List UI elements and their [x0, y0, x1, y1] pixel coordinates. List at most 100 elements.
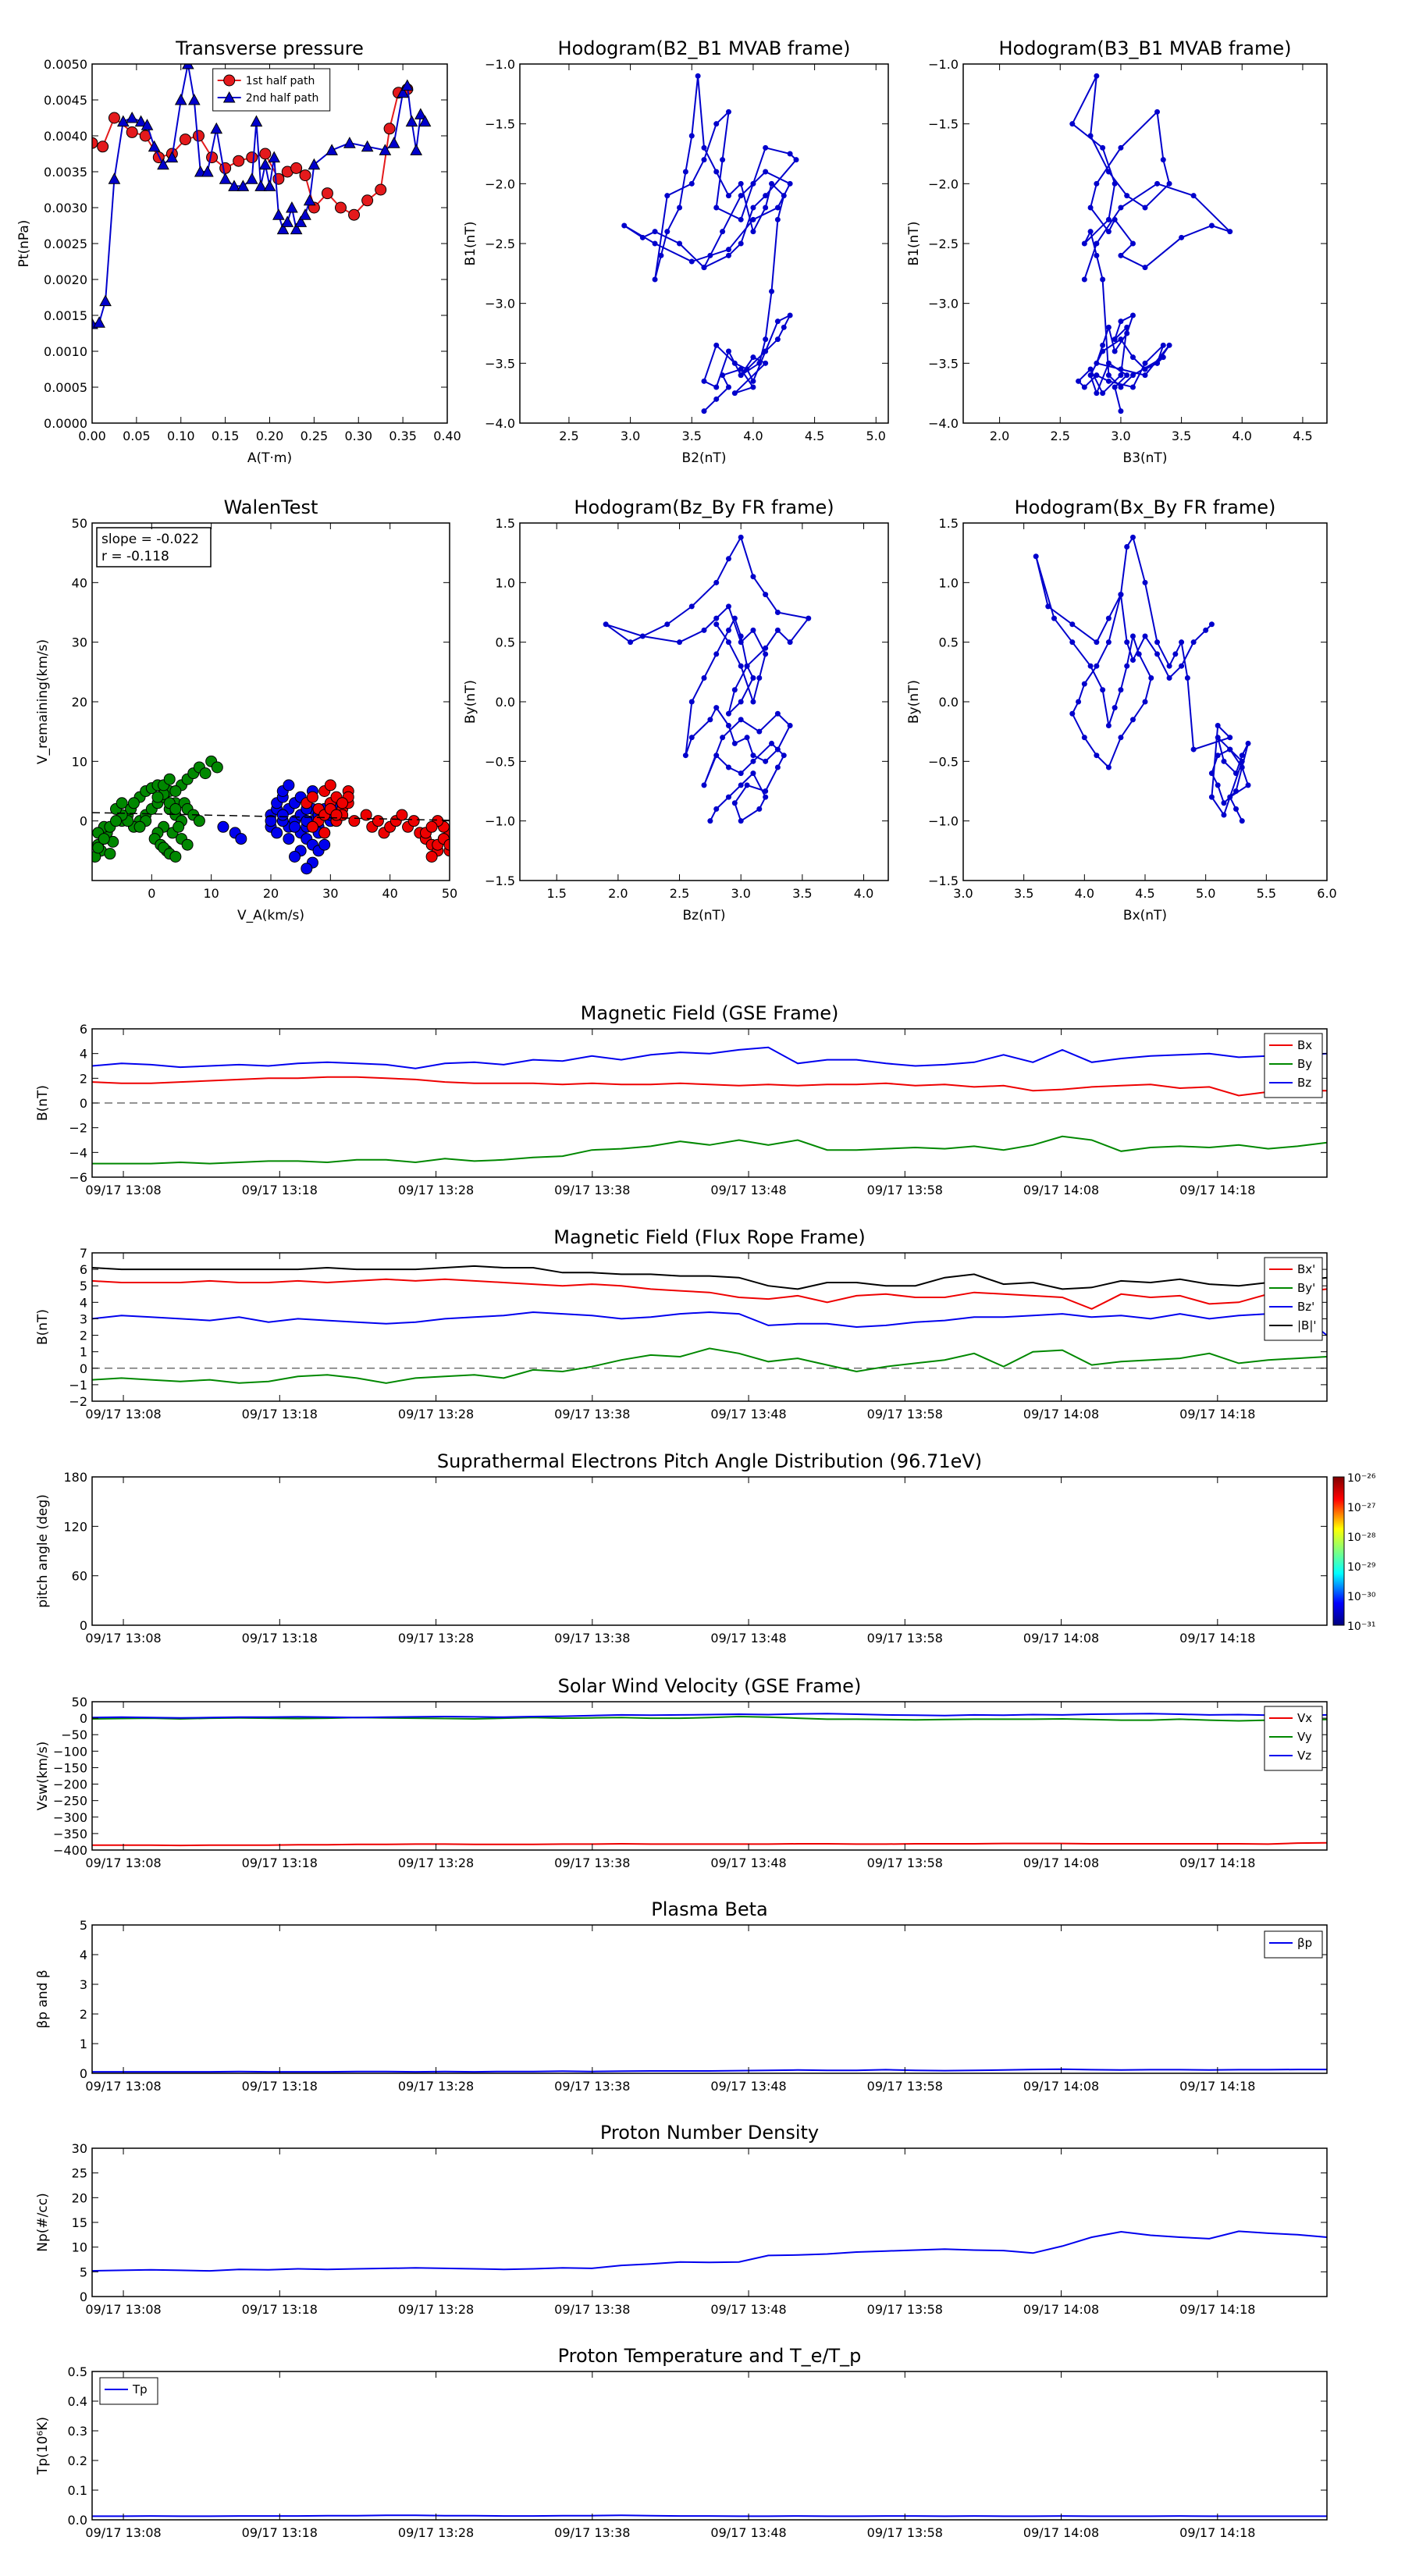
data-point [263, 180, 276, 191]
scatter-point [336, 797, 349, 809]
y-tick-label: 2 [80, 1329, 87, 1343]
plot-area [92, 2514, 1327, 2517]
y-tick-label: 20 [72, 695, 87, 710]
y-tick-label: 0.0 [496, 695, 515, 710]
y-axis-label: B(nT) [35, 1309, 51, 1345]
time-tick-label: 09/17 13:18 [242, 1407, 318, 1421]
x-tick-label: 0.10 [167, 429, 195, 443]
data-point [750, 205, 756, 211]
scatter-point [372, 815, 384, 827]
time-tick-label: 09/17 13:48 [710, 1407, 786, 1421]
time-tick-label: 09/17 14:08 [1023, 1183, 1099, 1197]
data-point [756, 806, 763, 812]
time-tick-label: 09/17 13:58 [867, 1631, 943, 1646]
data-point [1118, 408, 1124, 415]
data-point [1118, 384, 1124, 390]
data-point [725, 252, 731, 258]
data-point [1105, 169, 1112, 175]
data-point [174, 93, 187, 105]
y-tick-label: −2.0 [485, 176, 515, 191]
data-point [750, 699, 756, 705]
data-point [1100, 144, 1106, 151]
data-point [713, 121, 720, 127]
data-point [720, 372, 726, 379]
data-point [1033, 553, 1039, 560]
data-point [219, 162, 232, 174]
chart-title: Magnetic Field (GSE Frame) [581, 1002, 839, 1024]
data-point [400, 79, 414, 91]
data-point [1081, 384, 1087, 390]
data-point [187, 93, 201, 105]
data-point [1215, 782, 1221, 788]
chart-tp: Transverse pressure 0.0000 0.0005 0.0010 0.0… [16, 37, 461, 466]
series-line [92, 1715, 1327, 1722]
data-point [246, 151, 258, 164]
data-point [731, 687, 738, 693]
data-point [1069, 639, 1076, 646]
x-tick-label: 0.30 [344, 429, 372, 443]
data-point [688, 735, 695, 741]
x-axis-label: Bx(nT) [1123, 908, 1167, 923]
data-point [1105, 216, 1112, 222]
data-point [1118, 205, 1124, 211]
data-point [348, 208, 361, 221]
scatter-point [110, 815, 123, 827]
y-tick-label: 50 [72, 1695, 87, 1710]
data-point [250, 115, 263, 127]
y-tick-label: 0 [80, 2290, 87, 2304]
data-point [621, 222, 628, 229]
y-tick-label: 0 [80, 1096, 87, 1111]
data-point [725, 556, 731, 562]
data-point [1154, 109, 1161, 115]
series-line [92, 1265, 1327, 1290]
data-point [1142, 633, 1148, 639]
time-tick-label: 09/17 13:58 [867, 1856, 943, 1870]
x-axis-label: V_A(km/s) [237, 908, 304, 923]
data-point [738, 193, 744, 199]
data-point [1179, 663, 1185, 669]
time-tick-label: 09/17 13:28 [398, 2525, 474, 2540]
data-point [1094, 73, 1100, 79]
data-point [219, 173, 232, 184]
data-point [725, 193, 731, 199]
y-tick-label: −1.0 [928, 57, 959, 72]
data-point [1129, 657, 1136, 664]
data-point [1100, 342, 1106, 348]
data-point [713, 396, 720, 402]
y-tick-label: 4 [80, 1047, 87, 1062]
y-tick-label: 0.0000 [44, 416, 87, 431]
y-tick-label: 0.0040 [44, 129, 87, 144]
data-point [639, 633, 646, 639]
data-point [290, 162, 303, 174]
scatter-point [276, 809, 289, 821]
data-point [1227, 229, 1233, 235]
y-tick-label: 1.0 [939, 575, 959, 590]
plot-frame [91, 2371, 1328, 2521]
x-tick-label: 5.5 [1257, 886, 1276, 901]
x-tick-label: 5.0 [866, 429, 886, 443]
scatter-point [271, 827, 283, 839]
x-tick-label: 40 [382, 886, 397, 901]
data-point [1124, 663, 1130, 669]
plot-frame [519, 63, 889, 424]
y-tick-label: 120 [63, 1519, 87, 1534]
data-point [744, 366, 750, 372]
y-tick-label: 20 [72, 2190, 87, 2205]
data-point [731, 360, 738, 366]
chart-h2: Hodogram(B3_B1 MVAB frame) −4.0 −3.5 −3.0 −2… [906, 37, 1328, 466]
plot-frame [91, 1701, 1328, 1851]
data-point [701, 782, 707, 788]
x-tick-label: 2.0 [608, 886, 628, 901]
data-point [258, 158, 272, 170]
time-tick-label: 09/17 13:08 [85, 1856, 161, 1870]
data-point [93, 316, 105, 328]
x-tick-label: 4.0 [1232, 429, 1252, 443]
scatter-point [318, 827, 331, 839]
time-tick-label: 09/17 13:38 [554, 1407, 630, 1421]
data-point [756, 728, 763, 735]
data-point [744, 782, 750, 788]
y-tick-label: −0.5 [928, 754, 959, 769]
y-tick-label: 0.0035 [44, 165, 87, 180]
data-point [652, 229, 658, 235]
scatter-point [306, 820, 318, 833]
